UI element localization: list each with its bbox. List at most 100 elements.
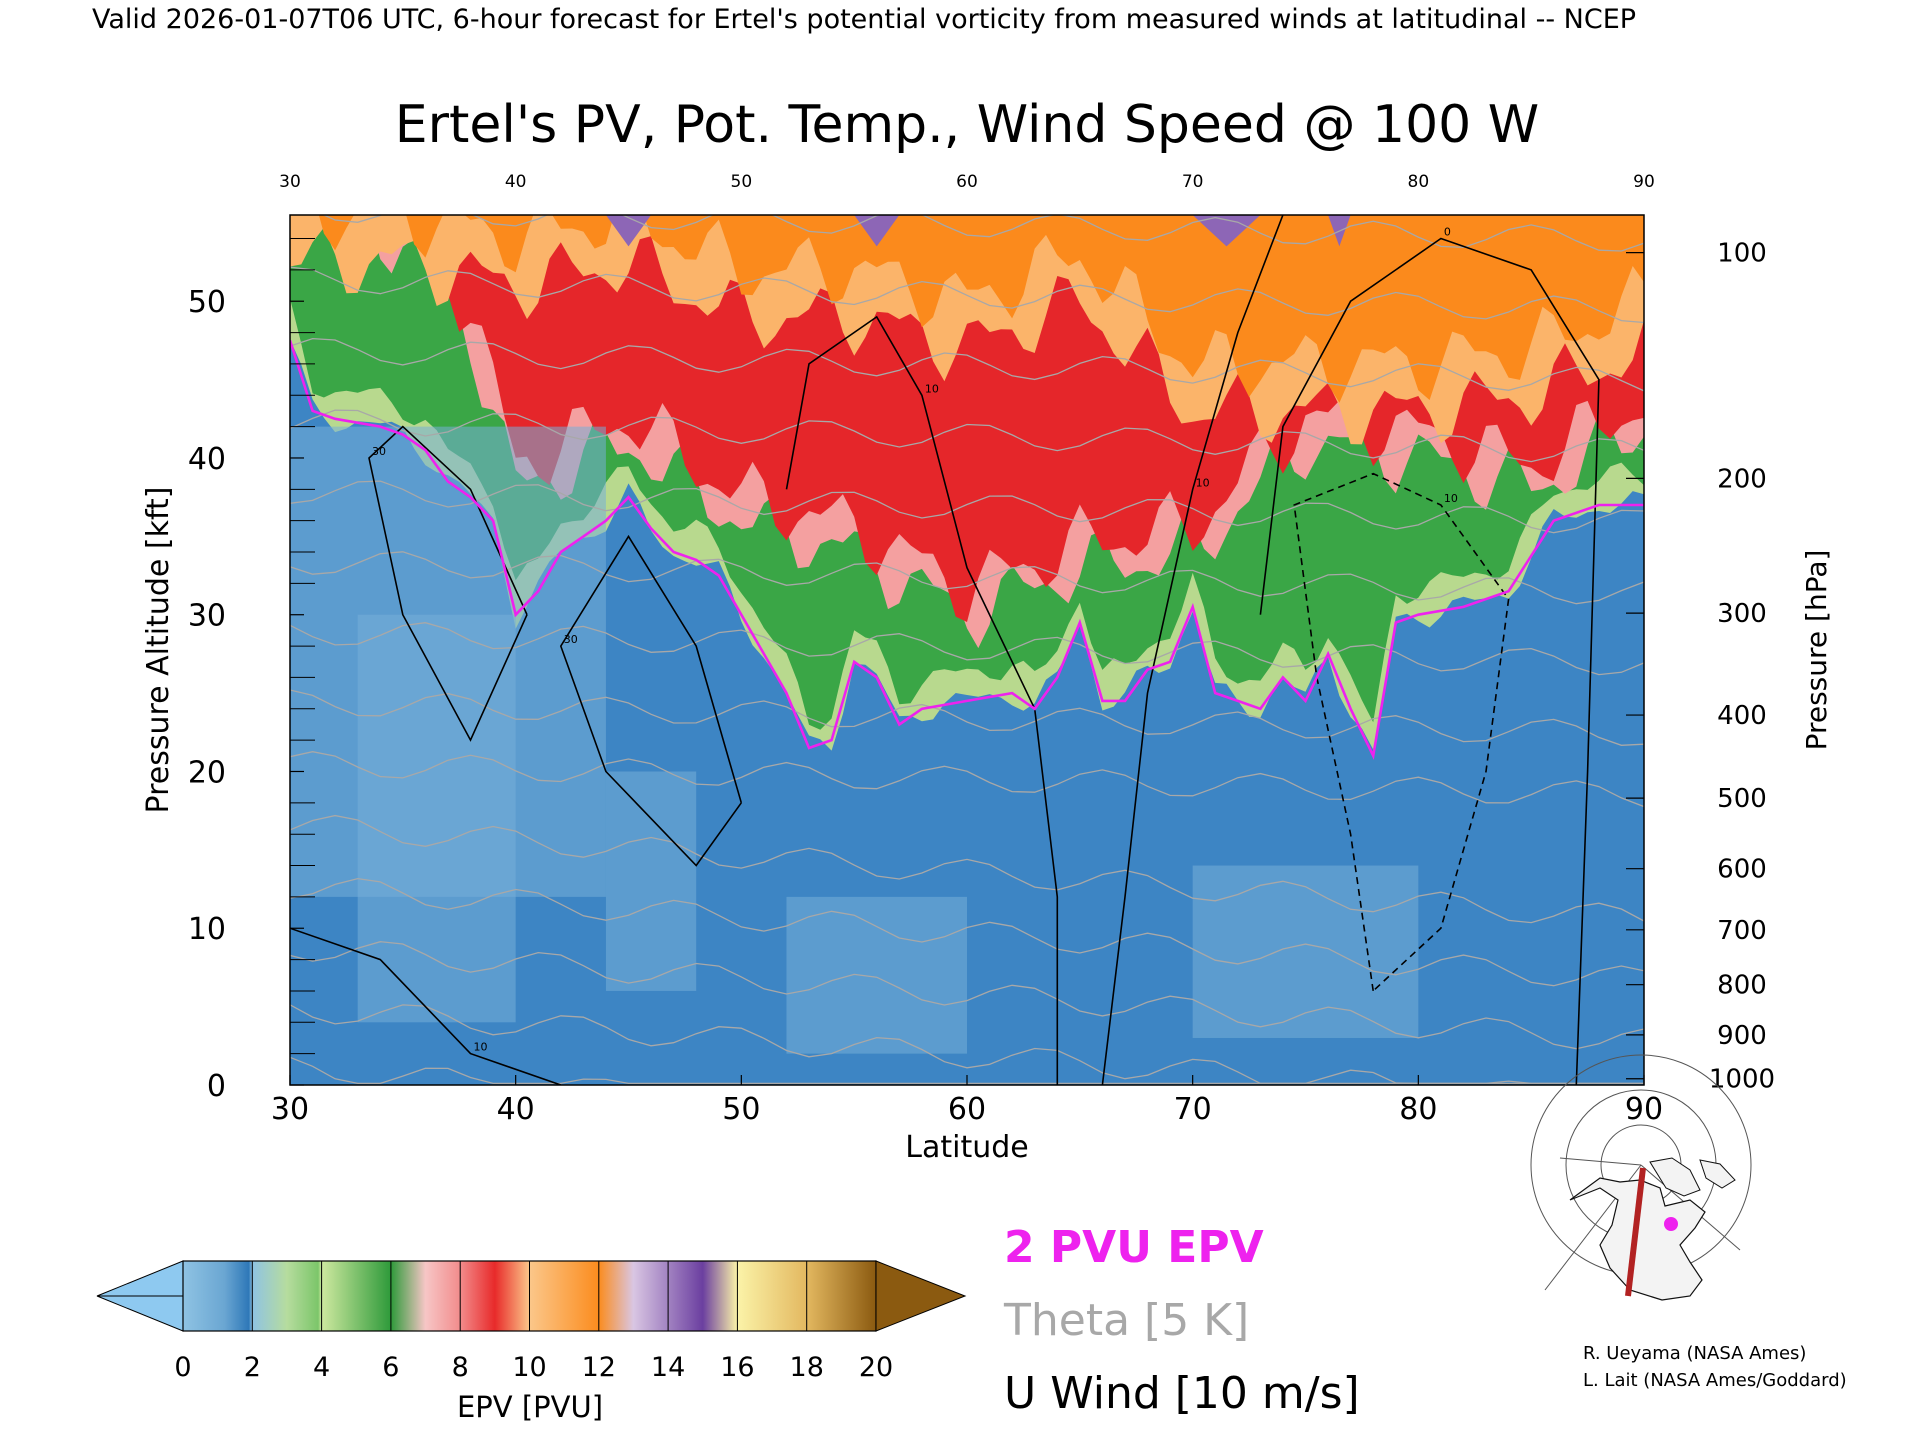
x-tick-label: 90	[1625, 1092, 1663, 1127]
credit-line-2: L. Lait (NASA Ames/Goddard)	[1583, 1370, 1847, 1391]
x-axis-bottom: 30 40 50 60 70 80 90	[271, 1075, 1663, 1127]
colorbar-tick-label: 6	[382, 1352, 399, 1383]
valid-time-header: Valid 2026-01-07T06 UTC, 6-hour forecast…	[92, 4, 1636, 35]
epv-high-tip-2	[1192, 215, 1261, 247]
colorbar-tick-label: 12	[582, 1352, 616, 1383]
colorbar-tick-label: 20	[859, 1352, 893, 1383]
u-wind-contour-6	[1293, 472, 1510, 992]
credits: R. Ueyama (NASA Ames) L. Lait (NASA Ames…	[1583, 1340, 1847, 1394]
u-wind-contour-5	[1259, 237, 1600, 1085]
y-tick-label: 40	[188, 442, 226, 477]
legend-epv: 2 PVU EPV	[1004, 1222, 1264, 1273]
epv-low-patch-3	[786, 896, 967, 1054]
x-axis-label: Latitude	[905, 1130, 1028, 1165]
u-wind-contour-0	[368, 425, 528, 742]
y-tick-label: 50	[188, 285, 226, 320]
x-top-tick-label: 30	[279, 172, 301, 192]
u-wind-contour-label: 30	[372, 445, 386, 458]
u-wind-contour-label: 10	[474, 1041, 488, 1054]
x-tick-label: 80	[1399, 1092, 1437, 1127]
x-tick-label: 70	[1174, 1092, 1212, 1127]
colorbar-label: EPV [PVU]	[457, 1390, 603, 1424]
theta-contour-320	[290, 689, 1644, 746]
theta-contour-360	[290, 409, 1644, 463]
x-top-tick-label: 90	[1633, 172, 1655, 192]
x-tick-label: 40	[497, 1092, 535, 1127]
theta-contour-310	[290, 751, 1644, 808]
x-top-tick-label: 70	[1182, 172, 1204, 192]
y-axis-right-label: Pressure [hPa]	[1800, 550, 1833, 751]
colorbar-tick-label: 8	[452, 1352, 469, 1383]
x-tick-label: 60	[948, 1092, 986, 1127]
theta-contour-280	[290, 941, 1644, 1050]
theta-contour-370	[290, 337, 1644, 392]
theta-contour-390	[322, 215, 1644, 252]
colorbar-low-arrow	[96, 1295, 184, 1332]
colorbar: 0 2 4 6 8 10 12 14 16 18 20 EPV [PVU]	[96, 1260, 967, 1424]
u-wind-contours: 30 30 10 10 10 0 10	[290, 215, 1600, 1085]
theta-contour-380	[290, 266, 1644, 324]
epv-band-12to14	[290, 215, 1644, 403]
theta-contour-300	[290, 814, 1644, 924]
epv-2pvu-contour	[290, 340, 1644, 761]
u-wind-contour-label: 30	[564, 633, 578, 646]
epv-low-patch-5	[605, 771, 697, 991]
u-wind-contour-2	[290, 927, 562, 1085]
x-top-tick-label: 60	[956, 172, 978, 192]
colorbar-tick-label: 2	[244, 1352, 261, 1383]
pressure-tick-label: 1000	[1709, 1065, 1775, 1095]
colorbar-low-arrow-upper	[96, 1260, 184, 1297]
y-axis-label: Pressure Altitude [kft]	[141, 487, 176, 814]
legend-wind: U Wind [10 m/s]	[1004, 1368, 1360, 1419]
cross-section-line	[1625, 1167, 1646, 1297]
colorbar-tick-label: 14	[651, 1352, 685, 1383]
pressure-tick-label: 200	[1717, 464, 1767, 494]
x-axis-top: 30 40 50 60 70 80 90	[279, 172, 1655, 192]
epv-bands	[290, 215, 1644, 1054]
pressure-tick-label: 800	[1717, 971, 1767, 1001]
x-tick-label: 50	[722, 1092, 760, 1127]
epv-high-tip-1	[854, 215, 900, 247]
pressure-tick-label: 300	[1717, 599, 1767, 629]
pressure-tick-label: 700	[1717, 916, 1767, 946]
u-wind-contour-3	[785, 315, 1059, 1085]
colorbar-ticks: 0 2 4 6 8 10 12 14 16 18 20	[174, 1261, 893, 1383]
map-location-dot	[1664, 1217, 1678, 1231]
location-map	[1530, 1054, 1752, 1304]
y-axis-left: 0 10 20 30 40 50	[188, 238, 315, 1104]
y-tick-label: 20	[188, 755, 226, 790]
epv-low-patch-2	[357, 614, 516, 1023]
plot-area: 30 30 10 10 10 0 10	[290, 215, 1644, 1085]
y-tick-label: 0	[207, 1069, 226, 1104]
pressure-tick-label: 100	[1717, 239, 1767, 269]
pressure-tick-label: 900	[1717, 1021, 1767, 1051]
theta-contour-290	[290, 877, 1644, 987]
pressure-tick-label: 600	[1717, 855, 1767, 885]
epv-low-patch-4	[1192, 865, 1419, 1038]
colorbar-tick-label: 4	[313, 1352, 330, 1383]
credit-line-1: R. Ueyama (NASA Ames)	[1583, 1343, 1807, 1364]
u-wind-contour-label: 10	[1444, 492, 1458, 505]
pressure-tick-label: 500	[1717, 784, 1767, 814]
theta-contour-340	[290, 551, 1644, 605]
x-tick-label: 30	[271, 1092, 309, 1127]
u-wind-contour-4	[1101, 215, 1284, 1085]
u-wind-contour-label: 0	[1444, 226, 1451, 239]
theta-contour-350	[290, 480, 1644, 534]
u-wind-contour-label: 10	[1196, 476, 1210, 489]
chart-title: Ertel's PV, Pot. Temp., Wind Speed @ 100…	[395, 95, 1539, 155]
x-top-tick-label: 40	[505, 172, 527, 192]
colorbar-high-arrow	[875, 1260, 967, 1332]
colorbar-tick-label: 18	[790, 1352, 824, 1383]
x-top-tick-label: 80	[1408, 172, 1430, 192]
colorbar-tick-label: 16	[720, 1352, 754, 1383]
colorbar-tick-label: 10	[512, 1352, 546, 1383]
theta-contour-330	[290, 622, 1644, 676]
legend-theta: Theta [5 K]	[1003, 1295, 1249, 1346]
u-wind-contour-1	[559, 534, 743, 867]
y-axis-right: 100 200 300 400 500 600 700 800 900 1000	[1626, 239, 1775, 1095]
u-wind-contour-label: 10	[925, 382, 939, 395]
y-tick-label: 10	[188, 912, 226, 947]
pressure-tick-label: 400	[1717, 701, 1767, 731]
